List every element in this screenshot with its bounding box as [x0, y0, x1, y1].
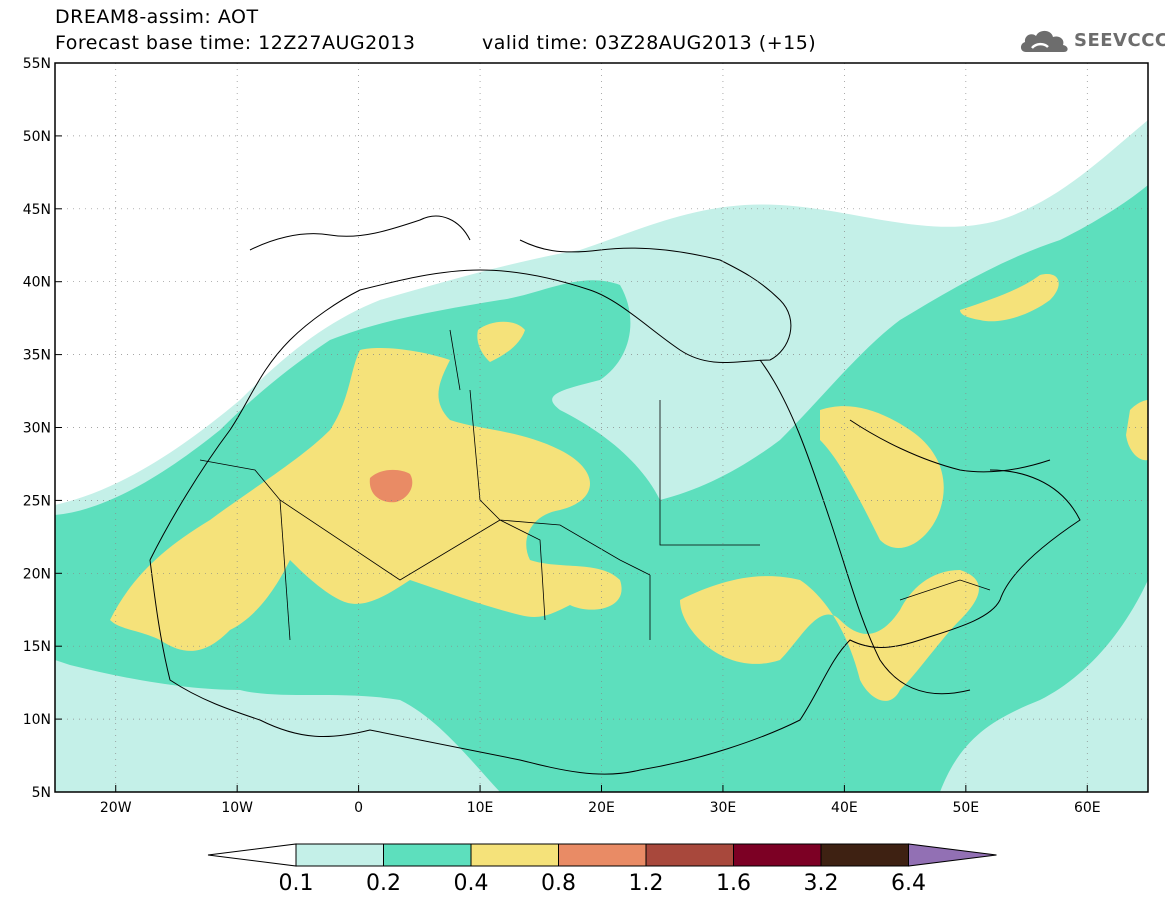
- colorbar-label: 0.1: [279, 871, 314, 896]
- colorbar-swatch: [383, 843, 472, 867]
- lon-tick-label: 60E: [1074, 800, 1101, 816]
- lat-tick-label: 45N: [23, 202, 51, 218]
- aot-level-0.4-arabia: [820, 406, 944, 549]
- colorbar-swatch: [295, 843, 384, 867]
- aot-level-0.4-gulf: [960, 274, 1059, 322]
- colorbar-label: 1.6: [716, 871, 751, 896]
- lat-tick-label: 20N: [23, 566, 51, 582]
- lon-tick-label: 30E: [710, 800, 737, 816]
- lon-tick-label: 20E: [588, 800, 615, 816]
- valid-time: valid time: 03Z28AUG2013 (+15): [482, 32, 817, 54]
- lat-tick-label: 30N: [23, 421, 51, 437]
- colorbar-swatch: [820, 843, 909, 867]
- lat-tick-label: 15N: [23, 639, 51, 655]
- colorbar-label: 3.2: [804, 871, 839, 896]
- lon-tick-label: 10W: [221, 800, 253, 816]
- forecast-base-time: Forecast base time: 12Z27AUG2013: [55, 32, 416, 54]
- country-borders: [199, 329, 991, 641]
- lon-tick-label: 20W: [100, 800, 132, 816]
- colorbar-label: 6.4: [891, 871, 926, 896]
- lat-tick-label: 5N: [32, 785, 51, 801]
- aot-level-0.4-east-edge: [1126, 400, 1148, 461]
- lat-tick-label: 40N: [23, 275, 51, 291]
- aot-level-0.4-sahel-east: [680, 570, 979, 701]
- cloud-icon: [1020, 30, 1068, 52]
- colorbar-swatch: [470, 843, 559, 867]
- colorbar-label: 1.2: [629, 871, 664, 896]
- aot-field: [55, 120, 1148, 792]
- map-grid: [55, 63, 1148, 792]
- lon-tick-label: 50E: [952, 800, 979, 816]
- lat-tick-label: 35N: [23, 348, 51, 364]
- colorbar-swatch: [733, 843, 822, 867]
- colorbar-under-arrow: [207, 843, 297, 867]
- lat-tick-label: 25N: [23, 493, 51, 509]
- lat-tick-label: 50N: [23, 129, 51, 145]
- axis-labels: 20W 10W 0 10E 20E 30E 40E 50E 60E 55N 50N 45N 40N 35N…: [23, 56, 1101, 816]
- lon-tick-label: 0: [354, 800, 363, 816]
- aot-level-0.4-algeria-coast: [477, 321, 525, 362]
- colorbar: 0.1 0.2 0.4 0.8 1.2 1.6 3.2 6.4: [207, 843, 997, 896]
- colorbar-over-arrow: [908, 843, 997, 867]
- coastlines: [149, 215, 1081, 775]
- lat-tick-label: 10N: [23, 712, 51, 728]
- map-title: DREAM8-assim: AOT: [55, 6, 259, 28]
- aot-level-0.4-west: [110, 348, 622, 651]
- lat-tick-label: 55N: [23, 56, 51, 72]
- seevccc-logo: SEEVCCC: [1018, 26, 1165, 56]
- aot-level-0.8: [369, 469, 413, 503]
- colorbar-label: 0.2: [366, 871, 401, 896]
- colorbar-swatch: [558, 843, 647, 867]
- colorbar-swatch: [645, 843, 734, 867]
- colorbar-label: 0.8: [541, 871, 576, 896]
- lon-tick-label: 10E: [467, 800, 494, 816]
- logo-text: SEEVCCC: [1074, 30, 1165, 51]
- colorbar-label: 0.4: [454, 871, 489, 896]
- lon-tick-label: 40E: [831, 800, 858, 816]
